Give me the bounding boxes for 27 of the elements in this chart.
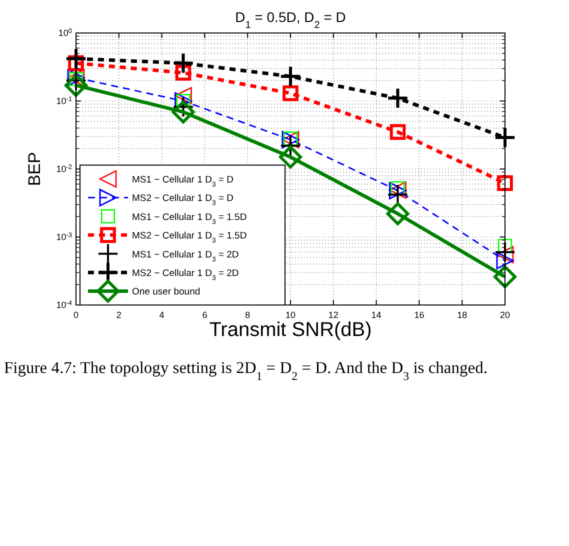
legend-label: MS2 − Cellular 1 D$_{3}$ = D <box>132 193 234 207</box>
y-tick-label: 10$^{-4}$ <box>56 300 72 310</box>
x-tick-label: 10 <box>285 310 296 320</box>
x-tick-label: 14 <box>371 310 382 320</box>
y-tick-label: 10$^{0}$ <box>58 28 72 38</box>
x-tick-label: 16 <box>414 310 424 320</box>
chart-title: D$_{1}$ = 0.5D, D$_{2}$ = D <box>235 9 346 30</box>
legend-label: One user bound <box>132 286 200 298</box>
caption: Figure 4.7: The topology setting is 2D$_{1}$ = D$_{2}$ = D. And the D$_{3}$ is changed. <box>4 358 488 383</box>
x-tick-label: 12 <box>328 310 338 320</box>
x-tick-label: 20 <box>500 310 510 320</box>
x-tick-label: 0 <box>73 310 79 320</box>
x-axis-title: Transmit SNR(dB) <box>209 319 372 341</box>
y-tick-label: 10$^{-3}$ <box>56 232 72 242</box>
x-tick-label: 18 <box>457 310 468 320</box>
x-tick-label: 6 <box>202 310 208 320</box>
legend-label: MS1 − Cellular 1 D$_{3}$ = 2D <box>132 249 239 263</box>
legend-label: MS1 − Cellular 1 D$_{3}$ = 1.5D <box>132 212 247 226</box>
legend-label: MS2 − Cellular 1 D$_{3}$ = 2D <box>132 268 239 282</box>
x-tick-label: 4 <box>159 310 164 320</box>
y-axis-title: BEP <box>25 152 44 186</box>
y-tick-label: 10$^{-2}$ <box>56 164 72 174</box>
x-tick-label: 8 <box>245 310 250 320</box>
x-tick-label: 2 <box>116 310 122 320</box>
legend-label: MS2 − Cellular 1 D$_{3}$ = 1.5D <box>132 230 247 244</box>
legend-label: MS1 − Cellular 1 D$_{3}$ = D <box>132 174 234 188</box>
y-tick-label: 10$^{-1}$ <box>56 96 72 106</box>
